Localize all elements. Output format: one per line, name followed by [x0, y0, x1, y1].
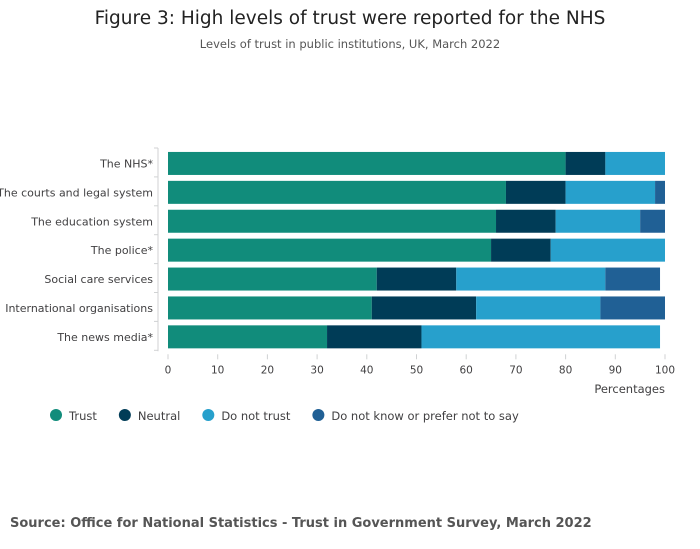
legend: Trust Neutral Do not trust Do not know or p…: [50, 409, 519, 423]
x-tick-label: 50: [410, 364, 423, 376]
bar-segment: [168, 325, 328, 349]
bar-segment: [168, 151, 566, 175]
bar-segment: [496, 209, 556, 233]
bar-segment: [456, 267, 606, 291]
bar-segment: [168, 296, 372, 320]
category-label: The NHS*: [99, 157, 153, 170]
bar-segment: [168, 180, 506, 204]
bar-segment: [168, 238, 492, 262]
bar-segment: [476, 296, 601, 320]
category-label: The police*: [90, 244, 154, 257]
category-label: Social care services: [44, 273, 153, 286]
legend-label: Neutral: [138, 409, 180, 423]
x-tick-label: 60: [460, 364, 473, 376]
x-tick-label: 30: [310, 364, 323, 376]
bar-segment: [491, 238, 551, 262]
bar-segment: [555, 209, 641, 233]
chart-title: Figure 3: High levels of trust were repo…: [95, 8, 606, 29]
x-tick-label: 70: [509, 364, 522, 376]
bar-segment: [371, 296, 477, 320]
bar-segment: [376, 267, 457, 291]
bar-segment: [565, 151, 606, 175]
category-label: The education system: [30, 215, 153, 228]
x-tick-label: 90: [609, 364, 622, 376]
bar-segment: [605, 151, 665, 175]
bar-segment: [655, 180, 665, 204]
x-tick-label: 10: [211, 364, 224, 376]
x-axis-label: Percentages: [594, 382, 665, 396]
legend-swatch: [202, 409, 215, 421]
x-tick-label: 0: [165, 364, 172, 376]
bar-segment: [505, 180, 566, 204]
x-tick-label: 100: [655, 364, 675, 376]
x-tick-label: 40: [360, 364, 373, 376]
legend-item[interactable]: Trust: [50, 409, 97, 423]
x-tick-label: 80: [559, 364, 572, 376]
legend-item[interactable]: Neutral: [118, 409, 180, 423]
source-note: Source: Office for National Statistics -…: [10, 516, 592, 531]
bar-segment: [600, 296, 665, 320]
plot-area: The NHS* The courts and legal system The e…: [0, 147, 675, 376]
bar-segment: [565, 180, 656, 204]
bar-segment: [605, 267, 661, 291]
legend-swatch: [118, 409, 131, 421]
legend-item[interactable]: Do not trust: [202, 409, 291, 423]
legend-label: Do not know or prefer not to say: [331, 409, 519, 423]
legend-item[interactable]: Do not know or prefer not to say: [312, 409, 519, 423]
bar-segment: [327, 325, 422, 349]
bar-segment: [168, 267, 377, 291]
legend-label: Do not trust: [221, 409, 291, 423]
bar-segment: [640, 209, 665, 233]
legend-swatch: [312, 409, 325, 421]
category-label: The news media*: [56, 331, 153, 344]
category-label: The courts and legal system: [0, 186, 153, 199]
bar-segment: [168, 209, 497, 233]
legend-label: Trust: [68, 409, 97, 423]
chart-subtitle: Levels of trust in public institutions, …: [200, 37, 500, 51]
x-tick-label: 20: [261, 364, 274, 376]
bar-segment: [550, 238, 665, 262]
category-label: International organisations: [5, 302, 153, 315]
legend-swatch: [50, 409, 62, 421]
bar-segment: [421, 325, 661, 349]
